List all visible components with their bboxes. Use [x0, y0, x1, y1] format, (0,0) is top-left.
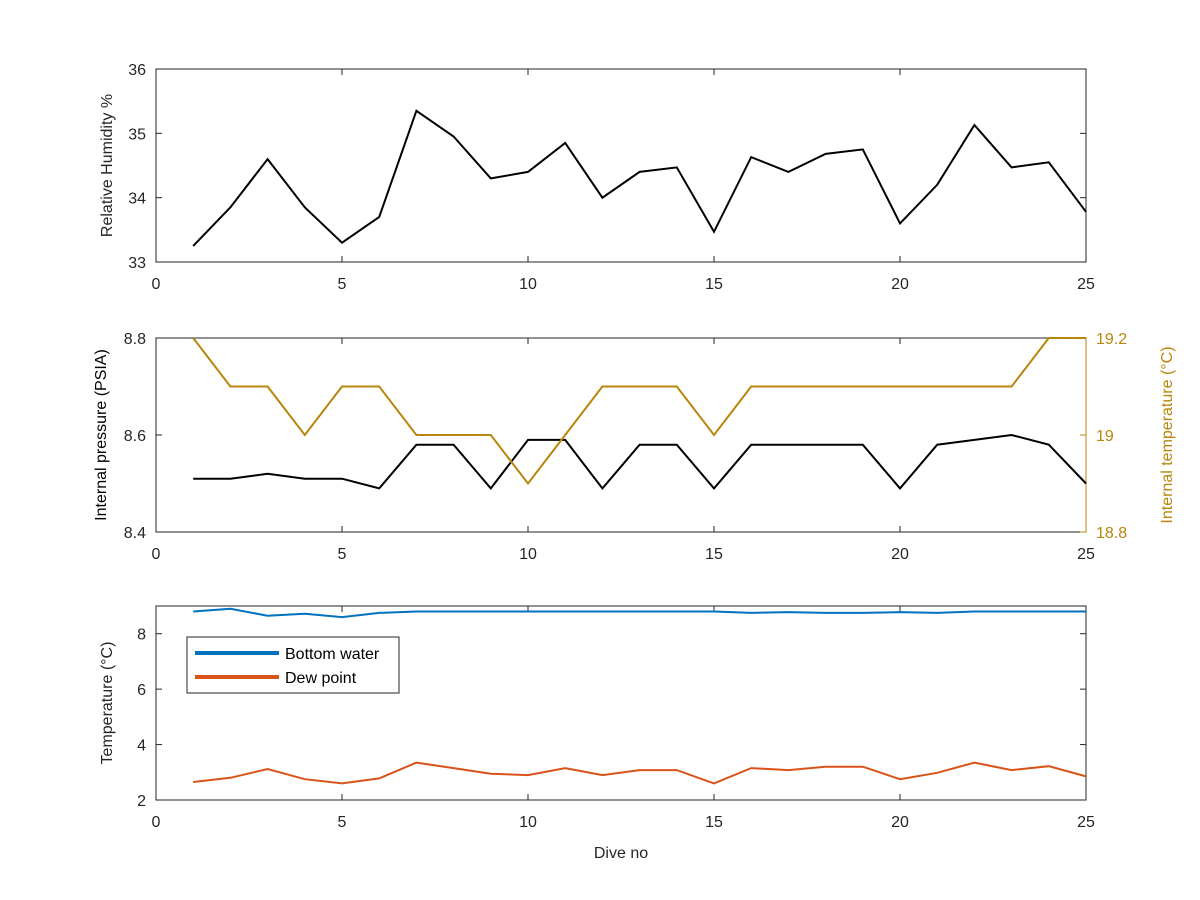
legend-label: Dew point — [285, 670, 357, 687]
y-tick-label: 4 — [137, 738, 146, 755]
series-line-1 — [192, 109, 1087, 247]
x-tick-label: 25 — [1077, 546, 1095, 563]
x-tick-label: 20 — [891, 546, 909, 563]
y-tick-label: 8 — [137, 627, 146, 644]
x-tick-label: 20 — [891, 276, 909, 293]
legend: Bottom water Dew point — [186, 636, 400, 694]
y-axis-label-right: Internal temperature (°C) — [1159, 346, 1176, 523]
y-tick-label: 2 — [137, 793, 146, 810]
x-tick-label: 10 — [519, 546, 537, 563]
x-tick-label: 15 — [705, 276, 723, 293]
x-tick-label: 0 — [152, 276, 161, 293]
legend-box — [186, 636, 400, 694]
x-tick-label: 10 — [519, 276, 537, 293]
y-tick-label: 35 — [128, 126, 146, 143]
x-tick-label: 10 — [519, 814, 537, 831]
subplot-2: 0 5 10 15 20 25 8.4 8.6 8.8 18.8 19 19.2 Internal te… — [93, 331, 1176, 563]
x-axis-label: Dive no — [594, 845, 648, 862]
y-tick-label: 8.6 — [124, 428, 146, 445]
subplot-3: 0 5 10 15 20 25 2 4 6 8 Temperature (°C) Dive no Bot… — [99, 605, 1095, 862]
series-line-1 — [193, 433, 1087, 490]
x-tick-label: 0 — [152, 814, 161, 831]
y-axis-label: Internal pressure (PSIA) — [93, 349, 110, 521]
y-tick-label: 33 — [128, 255, 146, 272]
axes-frame — [155, 337, 1087, 533]
y-tick-label-right: 18.8 — [1096, 525, 1127, 542]
legend-label: Bottom water — [285, 646, 380, 663]
x-tick-label: 25 — [1077, 814, 1095, 831]
y-axis-label: Temperature (°C) — [99, 642, 116, 765]
x-tick-label: 5 — [338, 814, 347, 831]
y-tick-label-right: 19 — [1096, 428, 1114, 445]
x-tick-label: 25 — [1077, 276, 1095, 293]
series-line-2 — [192, 337, 1086, 486]
axes-frame — [155, 68, 1087, 263]
y-tick-label-right: 19.2 — [1096, 331, 1127, 348]
y-tick-label: 8.8 — [124, 331, 146, 348]
y-tick-label: 34 — [128, 191, 146, 208]
x-tick-label: 20 — [891, 814, 909, 831]
y-tick-label: 36 — [128, 62, 146, 79]
subplot-1: 0 5 10 15 20 25 33 34 35 36 Relative Humidity % — [99, 62, 1095, 293]
x-tick-label: 0 — [152, 546, 161, 563]
axes-frame — [155, 605, 1087, 801]
x-tick-label: 15 — [705, 546, 723, 563]
series-line-2 — [193, 761, 1087, 785]
y-tick-label: 6 — [137, 682, 146, 699]
x-tick-label: 5 — [338, 546, 347, 563]
series-line-1 — [193, 607, 1086, 619]
y-tick-label: 8.4 — [124, 525, 146, 542]
y-axis-label: Relative Humidity % — [99, 94, 116, 237]
x-tick-label: 15 — [705, 814, 723, 831]
x-tick-label: 5 — [338, 276, 347, 293]
